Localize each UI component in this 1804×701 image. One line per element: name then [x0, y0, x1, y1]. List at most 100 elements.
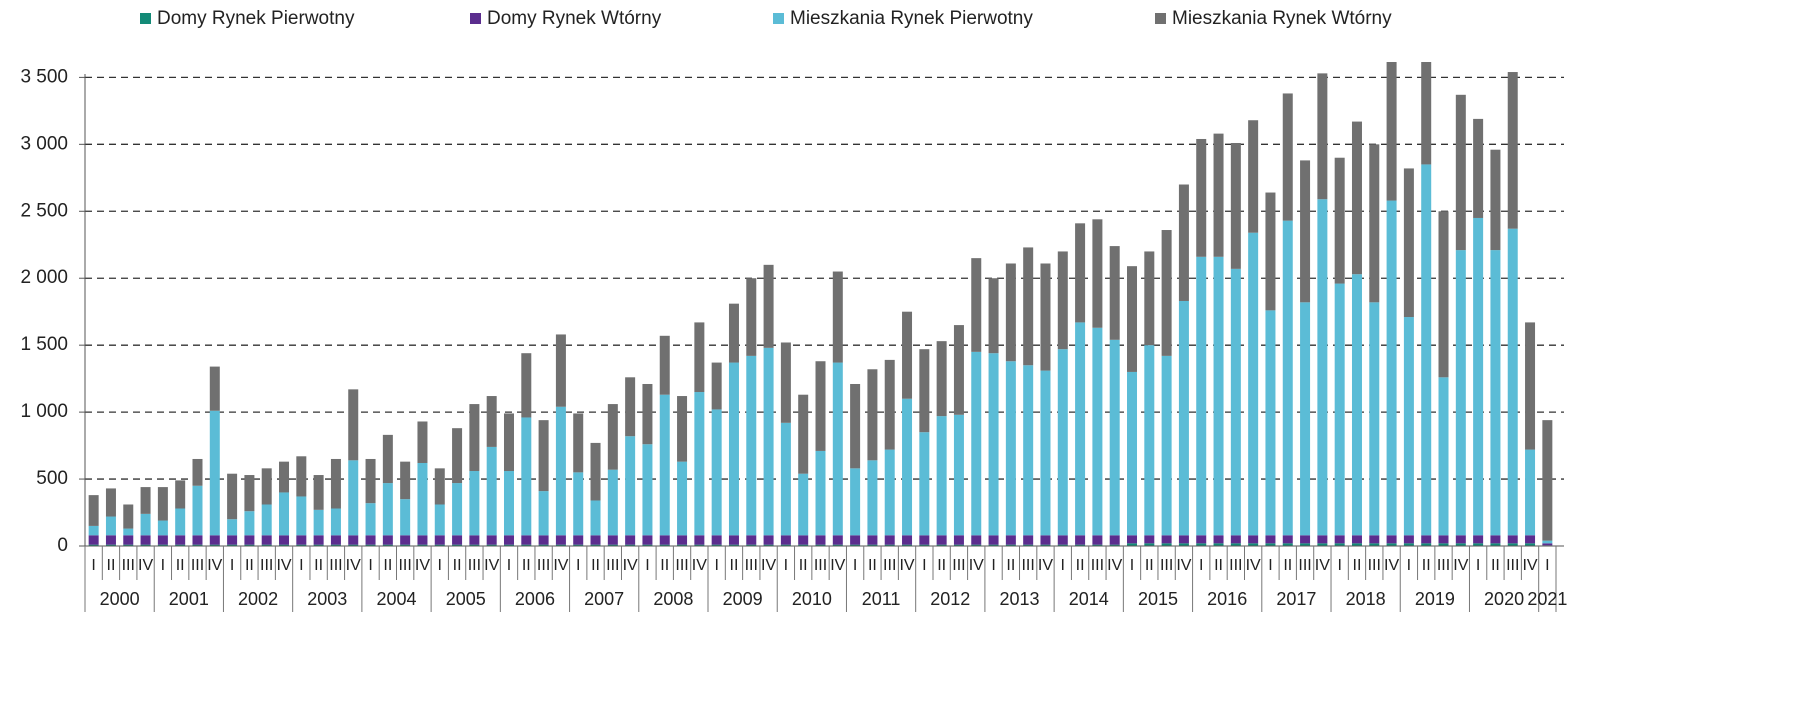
bar-segment — [469, 535, 480, 545]
bar-segment — [694, 322, 705, 393]
bar-segment — [815, 535, 826, 545]
bar-segment — [1369, 302, 1380, 536]
bar-segment — [1507, 72, 1518, 229]
legend-label: Domy Rynek Wtórny — [487, 8, 662, 29]
bar-segment — [1057, 349, 1068, 536]
bar-segment — [382, 535, 393, 545]
bar-segment — [313, 475, 324, 510]
bar-segment — [123, 504, 134, 529]
bar-segment — [832, 362, 843, 536]
x-tick-label: III — [1160, 557, 1173, 574]
x-tick-label: II — [1076, 557, 1085, 574]
bar-segment — [642, 544, 653, 546]
bar-segment — [1490, 149, 1501, 251]
bar-segment — [884, 449, 895, 536]
bar-segment — [953, 325, 964, 415]
bar-segment — [209, 410, 220, 536]
bar-segment — [1144, 345, 1155, 536]
bar-segment — [452, 544, 463, 546]
year-label: 2006 — [515, 589, 555, 609]
bar-segment — [1507, 543, 1518, 546]
year-label: 2020 — [1484, 589, 1524, 609]
bar-segment — [971, 351, 982, 536]
bar-segment — [1386, 535, 1397, 544]
bar-segment — [1525, 322, 1536, 450]
bar-segment — [486, 535, 497, 545]
bar-segment — [1092, 327, 1103, 536]
bar-segment — [1282, 220, 1293, 536]
bar-segment — [936, 535, 947, 545]
bar-segment — [1213, 543, 1224, 546]
x-tick-label: II — [730, 557, 739, 574]
legend-swatch — [470, 13, 481, 24]
x-tick-label: I — [1061, 557, 1065, 574]
bar-segment — [590, 442, 601, 501]
y-tick-label: 500 — [36, 468, 68, 489]
bar-segment — [763, 544, 774, 546]
year-label: 2019 — [1415, 589, 1455, 609]
bar-segment — [555, 544, 566, 546]
x-tick-label: IV — [899, 557, 914, 574]
x-tick-label: III — [952, 557, 965, 574]
x-tick-label: IV — [1107, 557, 1122, 574]
bar-segment — [625, 544, 636, 546]
x-tick-label: II — [176, 557, 185, 574]
bar-segment — [1265, 192, 1276, 311]
x-tick-label: II — [1491, 557, 1500, 574]
x-tick-label: I — [299, 557, 303, 574]
y-tick-label: 2 000 — [20, 267, 68, 288]
bar-segment — [469, 404, 480, 472]
bar-segment — [503, 544, 514, 546]
bar-segment — [227, 519, 238, 536]
bar-segment — [798, 544, 809, 546]
bar-segment — [175, 480, 186, 509]
x-tick-label: II — [107, 557, 116, 574]
bar-segment — [815, 361, 826, 451]
bar-segment — [1317, 535, 1328, 544]
x-tick-label: II — [1145, 557, 1154, 574]
bar-segment — [452, 428, 463, 484]
bar-segment — [832, 544, 843, 546]
bar-segment — [486, 396, 497, 447]
x-tick-label: III — [1021, 557, 1034, 574]
bar-segment — [1473, 535, 1484, 544]
bar-segment — [1490, 250, 1501, 536]
bar-segment — [988, 535, 999, 545]
bar-segment — [330, 458, 341, 509]
x-tick-label: I — [784, 557, 788, 574]
x-tick-label: I — [645, 557, 649, 574]
bar-segment — [140, 535, 151, 545]
x-tick-label: IV — [1176, 557, 1191, 574]
bar-segment — [1178, 300, 1189, 536]
bar-segment — [1057, 251, 1068, 350]
y-tick-label: 3 000 — [20, 133, 68, 154]
bar-segment — [538, 420, 549, 492]
x-tick-label: IV — [1522, 557, 1537, 574]
bar-segment — [538, 491, 549, 536]
bar-segment — [1144, 535, 1155, 544]
bar-segment — [157, 544, 168, 546]
x-tick-label: I — [1407, 557, 1411, 574]
legend-swatch — [1155, 13, 1166, 24]
bar-segment — [296, 544, 307, 546]
bar-segment — [746, 544, 757, 546]
bar-segment — [746, 355, 757, 536]
bar-segment — [1092, 219, 1103, 328]
bar-segment — [1109, 339, 1120, 536]
bar-segment — [625, 377, 636, 437]
x-tick-label: III — [260, 557, 273, 574]
y-tick-label: 3 500 — [20, 66, 68, 87]
bar-segment — [1161, 355, 1172, 536]
bar-segment — [279, 544, 290, 546]
bar-segment — [503, 471, 514, 536]
bar-segment — [850, 544, 861, 546]
bar-segment — [1542, 540, 1553, 544]
x-tick-label: IV — [415, 557, 430, 574]
bar-segment — [1040, 263, 1051, 371]
bar-segment — [434, 535, 445, 545]
bar-segment — [330, 535, 341, 545]
x-tick-label: II — [314, 557, 323, 574]
bar-segment — [659, 535, 670, 545]
bar-segment — [261, 544, 272, 546]
bar-segment — [538, 544, 549, 546]
